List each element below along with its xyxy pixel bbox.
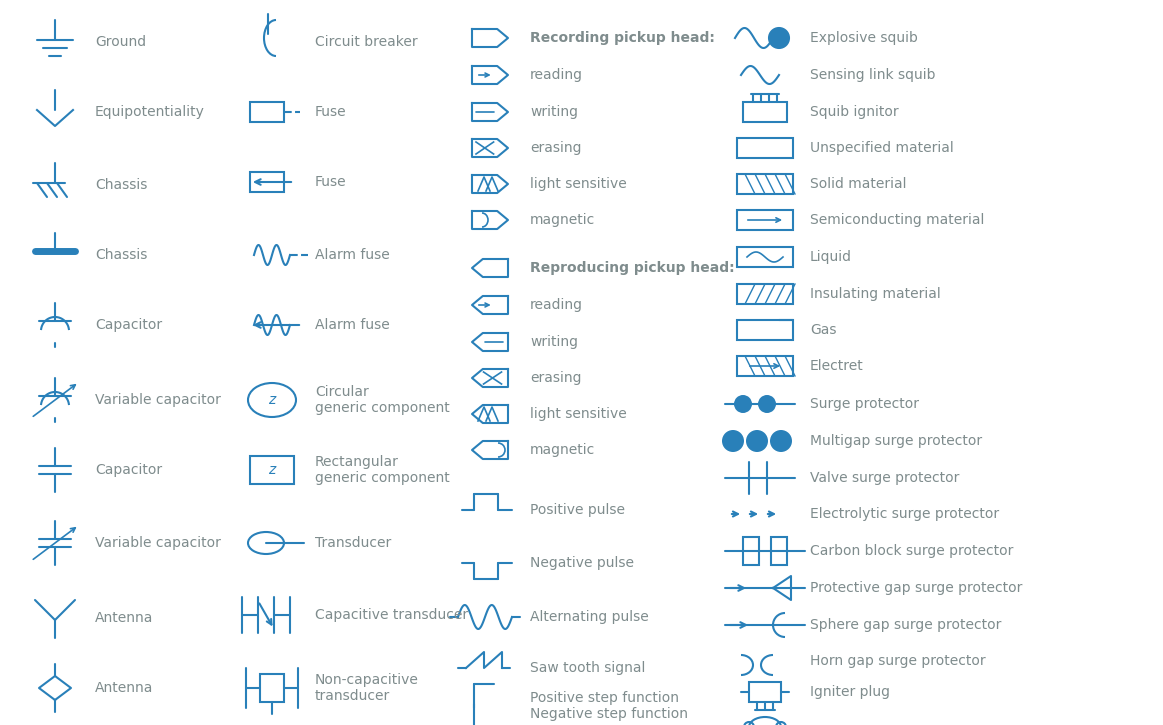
Bar [737, 138, 793, 158]
Text: light sensitive: light sensitive [530, 407, 627, 421]
Text: Circuit breaker: Circuit breaker [315, 35, 418, 49]
Text: light sensitive: light sensitive [530, 177, 627, 191]
Text: Positive step function: Positive step function [530, 691, 679, 705]
Text: reading: reading [530, 68, 583, 82]
Circle shape [769, 28, 789, 48]
Bar [737, 210, 793, 230]
Text: Saw tooth signal: Saw tooth signal [530, 661, 645, 675]
Text: Chassis: Chassis [95, 248, 148, 262]
Text: Solid material: Solid material [809, 177, 906, 191]
Text: Sensing link squib: Sensing link squib [809, 68, 935, 82]
Text: Fuse: Fuse [315, 175, 347, 189]
Ellipse shape [248, 532, 284, 554]
Text: Carbon block surge protector: Carbon block surge protector [809, 544, 1013, 558]
Bar [743, 102, 787, 122]
Bar [737, 247, 793, 267]
Bar [737, 320, 793, 340]
Text: Equipotentiality: Equipotentiality [95, 105, 205, 119]
Bar [743, 537, 759, 565]
Text: erasing: erasing [530, 371, 582, 385]
Bar [737, 174, 793, 194]
Circle shape [770, 430, 792, 452]
Text: Horn gap surge protector: Horn gap surge protector [809, 654, 985, 668]
Text: Alternating pulse: Alternating pulse [530, 610, 649, 624]
Text: Positive pulse: Positive pulse [530, 503, 625, 517]
Text: Non-capacitive
transducer: Non-capacitive transducer [315, 673, 419, 703]
Text: z: z [269, 393, 276, 407]
Bar [250, 172, 284, 192]
Text: Alarm fuse: Alarm fuse [315, 248, 390, 262]
Text: Igniter plug: Igniter plug [809, 685, 890, 699]
Text: Chassis: Chassis [95, 178, 148, 192]
Text: Reproducing pickup head:: Reproducing pickup head: [530, 261, 735, 275]
Text: magnetic: magnetic [530, 443, 595, 457]
Text: Capacitor: Capacitor [95, 318, 162, 332]
Bar [250, 102, 284, 122]
Text: erasing: erasing [530, 141, 582, 155]
Text: Semiconducting material: Semiconducting material [809, 213, 984, 227]
Bar [737, 356, 793, 376]
Text: Capacitor: Capacitor [95, 463, 162, 477]
Text: Negative step function: Negative step function [530, 707, 688, 721]
Circle shape [745, 430, 768, 452]
Text: Sphere gap surge protector: Sphere gap surge protector [809, 618, 1001, 632]
Text: Gas: Gas [809, 323, 836, 337]
Text: Insulating material: Insulating material [809, 287, 941, 301]
Text: writing: writing [530, 105, 578, 119]
Text: Electret: Electret [809, 359, 864, 373]
Text: Liquid: Liquid [809, 250, 852, 264]
Text: Unspecified material: Unspecified material [809, 141, 954, 155]
Text: Recording pickup head:: Recording pickup head: [530, 31, 715, 45]
Text: magnetic: magnetic [530, 213, 595, 227]
Polygon shape [773, 576, 791, 600]
Bar [261, 674, 284, 702]
Circle shape [734, 395, 752, 413]
Text: Multigap surge protector: Multigap surge protector [809, 434, 982, 448]
Text: Circular
generic component: Circular generic component [315, 385, 450, 415]
Bar [771, 537, 787, 565]
Circle shape [758, 395, 776, 413]
Text: Variable capacitor: Variable capacitor [95, 536, 221, 550]
Text: Explosive squib: Explosive squib [809, 31, 918, 45]
Text: Squib ignitor: Squib ignitor [809, 105, 899, 119]
Text: Fuse: Fuse [315, 105, 347, 119]
Text: Protective gap surge protector: Protective gap surge protector [809, 581, 1022, 595]
Bar [250, 456, 294, 484]
Text: Variable capacitor: Variable capacitor [95, 393, 221, 407]
Text: Surge protector: Surge protector [809, 397, 919, 411]
Text: Alarm fuse: Alarm fuse [315, 318, 390, 332]
Text: Antenna: Antenna [95, 681, 154, 695]
Text: Electrolytic surge protector: Electrolytic surge protector [809, 507, 999, 521]
Ellipse shape [248, 383, 297, 417]
Bar [749, 682, 782, 702]
Text: Capacitive transducer: Capacitive transducer [315, 608, 469, 622]
Text: Rectangular
generic component: Rectangular generic component [315, 455, 450, 485]
Text: Ground: Ground [95, 35, 147, 49]
Text: Negative pulse: Negative pulse [530, 556, 634, 570]
Text: Transducer: Transducer [315, 536, 391, 550]
Text: reading: reading [530, 298, 583, 312]
Text: writing: writing [530, 335, 578, 349]
Text: z: z [269, 463, 276, 477]
Bar [737, 284, 793, 304]
Circle shape [722, 430, 744, 452]
Text: Antenna: Antenna [95, 611, 154, 625]
Text: Valve surge protector: Valve surge protector [809, 471, 959, 485]
